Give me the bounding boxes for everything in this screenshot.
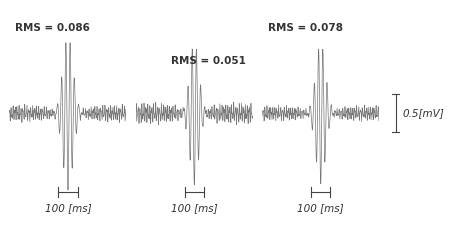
Text: 100 [ms]: 100 [ms] (297, 203, 344, 213)
Text: 100 [ms]: 100 [ms] (45, 203, 91, 213)
Text: RMS = 0.051: RMS = 0.051 (171, 56, 246, 66)
Text: RMS = 0.086: RMS = 0.086 (15, 23, 90, 33)
Text: RMS = 0.078: RMS = 0.078 (268, 23, 343, 33)
Text: 100 [ms]: 100 [ms] (171, 203, 218, 213)
Text: 0.5[mV]: 0.5[mV] (402, 108, 444, 118)
